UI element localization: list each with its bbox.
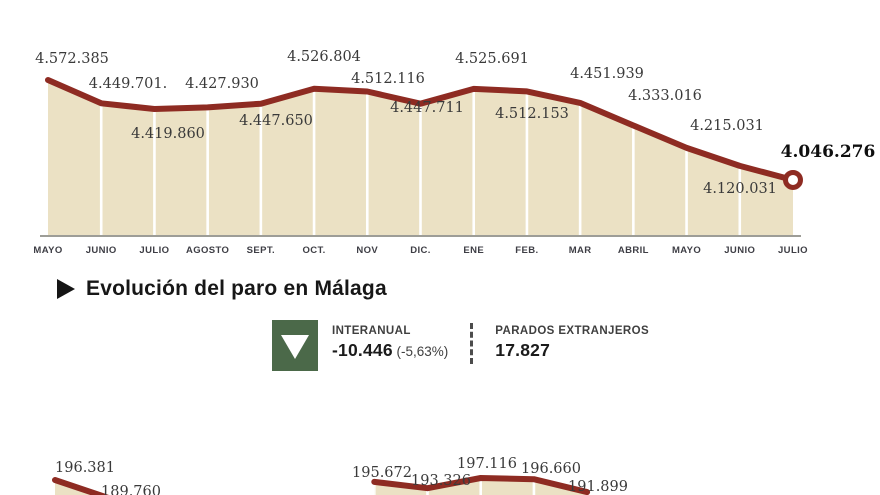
value-label: 4.449.701.: [89, 76, 167, 92]
interanual-pct: (-5,63%): [396, 344, 449, 359]
section-title: Evolución del paro en Málaga: [57, 277, 387, 301]
month-label: JULIO: [778, 245, 808, 256]
value-label: 189.760: [101, 484, 161, 495]
interanual-value: -10.446: [332, 340, 393, 360]
legend: INTERANUAL -10.446 (-5,63%) PARADOS EXTR…: [272, 320, 649, 371]
month-label: DIC.: [410, 245, 431, 256]
value-label: 4.419.860: [131, 126, 205, 142]
data-line: [45, 77, 796, 183]
month-label: ENE: [463, 245, 484, 256]
month-label: JUNIO: [86, 245, 117, 256]
value-label: 4.451.939: [570, 66, 644, 82]
month-label: NOV: [356, 245, 378, 256]
month-label: MAYO: [672, 245, 701, 256]
interanual-value-row: -10.446 (-5,63%): [332, 340, 448, 361]
value-label: 4.525.691: [455, 51, 529, 67]
month-label: MAR: [569, 245, 592, 256]
value-label: 193.326: [411, 473, 471, 489]
end-point-marker: [782, 169, 803, 190]
value-label: 195.672: [352, 465, 412, 481]
value-label: 4.120.031: [703, 181, 777, 197]
month-label: FEB.: [515, 245, 538, 256]
interanual-block: INTERANUAL -10.446 (-5,63%): [332, 320, 448, 361]
month-label: OCT.: [302, 245, 325, 256]
month-label: SEPT.: [247, 245, 275, 256]
value-label: 4.447.650: [239, 113, 313, 129]
extranjeros-block: PARADOS EXTRANJEROS 17.827: [495, 320, 649, 361]
right-triangle-icon: [57, 279, 75, 299]
legend-divider: [470, 323, 474, 364]
interanual-label: INTERANUAL: [332, 325, 411, 337]
month-label: ABRIL: [618, 245, 649, 256]
month-label: AGOSTO: [186, 245, 229, 256]
national-unemployment-area-chart: MAYO JUNIO JULIO AGOSTO SEPT. OCT. NOV DIC. ENE F…: [33, 49, 876, 256]
interanual-indicator-box: [272, 320, 318, 371]
value-label: 4.333.016: [628, 88, 702, 104]
value-label: 4.427.930: [185, 76, 259, 92]
extranjeros-value: 17.827: [495, 340, 551, 360]
value-label: 4.572.385: [35, 51, 109, 67]
value-label: 4.512.116: [351, 71, 425, 87]
value-label: 191.899: [568, 479, 628, 495]
month-label: JUNIO: [724, 245, 755, 256]
page-title: Evolución del paro en Málaga: [86, 277, 387, 300]
value-label: 4.046.276: [781, 142, 876, 162]
value-label: 196.381: [55, 460, 115, 476]
month-label: MAYO: [33, 245, 62, 256]
extranjeros-label: PARADOS EXTRANJEROS: [495, 325, 650, 337]
value-label: 4.512.153: [495, 106, 569, 122]
month-label: JULIO: [139, 245, 169, 256]
value-label: 196.660: [521, 461, 581, 477]
value-label: 4.526.804: [287, 49, 361, 65]
value-label: 197.116: [457, 456, 517, 472]
value-label: 4.447.711: [390, 100, 464, 116]
down-triangle-icon: [281, 334, 309, 359]
data-line: [371, 475, 591, 495]
value-label: 4.215.031: [690, 118, 764, 134]
